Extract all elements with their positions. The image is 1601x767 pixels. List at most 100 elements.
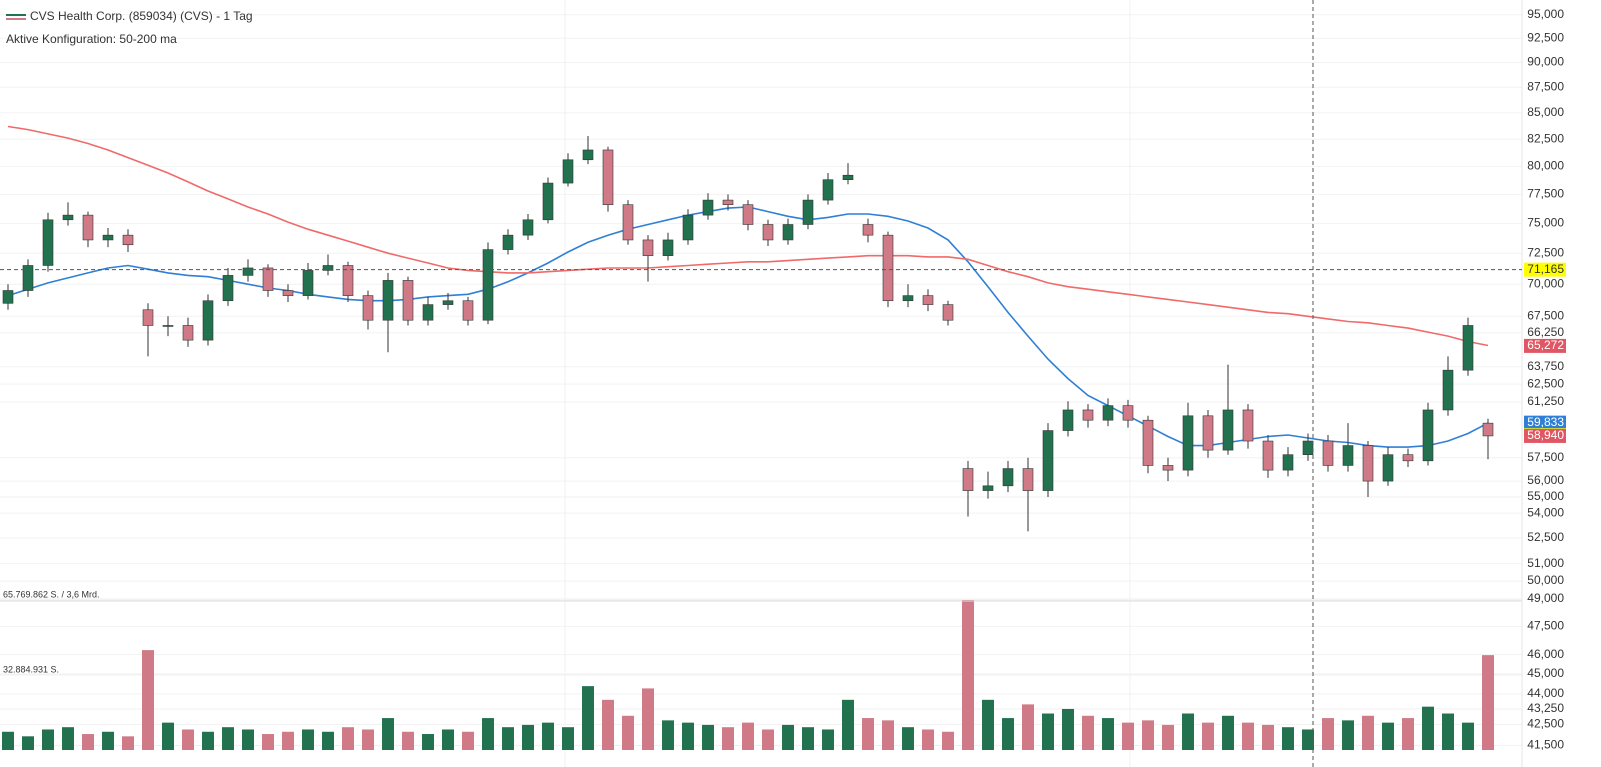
volume-bar: [1162, 724, 1174, 750]
candle-body: [1442, 369, 1454, 411]
candle-body: [962, 468, 974, 491]
y-axis: 95,000 92,500 90,000 87,500 85,000 82,500 80,0…: [1524, 7, 1566, 752]
candle-body: [142, 309, 154, 326]
volume-bar: [1242, 722, 1254, 750]
price-label: 71,165: [1527, 262, 1564, 276]
candle-body: [422, 304, 434, 321]
y-tick-label: 92,500: [1527, 30, 1564, 44]
volume-bar: [202, 731, 214, 750]
candle-body: [362, 295, 374, 321]
volume-bar: [182, 729, 194, 750]
volume-bar: [222, 727, 234, 750]
volume-bar: [302, 729, 314, 750]
volume-bar: [782, 724, 794, 750]
price-label-box: [1524, 262, 1566, 277]
volume-bar: [522, 724, 534, 750]
candle-body: [1062, 409, 1074, 431]
price-label-box: [1524, 415, 1566, 430]
y-tick-label: 41,500: [1527, 738, 1564, 752]
volume-bar: [622, 715, 634, 750]
volume-bar: [262, 734, 274, 750]
candle-body: [1262, 440, 1274, 471]
volume-bar: [662, 720, 674, 750]
chart-title: CVS Health Corp. (859034) (CVS) - 1 Tag: [30, 9, 253, 23]
volume-bar: [702, 724, 714, 750]
volume-bar: [542, 722, 554, 750]
candle-body: [1322, 440, 1334, 466]
y-tick-label: 95,000: [1527, 7, 1564, 21]
y-tick-label: 50,000: [1527, 573, 1564, 587]
y-tick-label: 51,000: [1527, 556, 1564, 570]
candles: [2, 136, 1494, 532]
candle-body: [1182, 415, 1194, 471]
volume-bar: [1382, 722, 1394, 750]
y-tick-label: 63,750: [1527, 359, 1564, 373]
volume-bar: [102, 731, 114, 750]
candle-body: [82, 214, 94, 241]
price-label: 59,833: [1527, 415, 1564, 429]
volume-bar: [842, 699, 854, 750]
volume-bar: [882, 720, 894, 750]
candle-body: [462, 300, 474, 321]
candle-body: [1162, 465, 1174, 471]
ma-line: [7, 125, 1489, 347]
volume-bar: [582, 686, 594, 750]
price-label-box: [1524, 338, 1566, 353]
volume-bar: [1402, 718, 1414, 750]
volume-bar: [742, 722, 754, 750]
candle-body: [1282, 454, 1294, 471]
volume-bar: [42, 729, 54, 750]
candle-body: [402, 280, 414, 321]
candle-body: [622, 204, 634, 241]
candle-body: [42, 219, 54, 266]
volume-bar: [982, 699, 994, 750]
volume-bar: [1222, 715, 1234, 750]
candle-body: [522, 219, 534, 236]
y-tick-label: 57,500: [1527, 450, 1564, 464]
candle-body: [1482, 422, 1494, 437]
volume-bar: [1122, 722, 1134, 750]
candle-body: [1382, 454, 1394, 482]
y-tick-label: 67,500: [1527, 308, 1564, 322]
candle-body: [102, 234, 114, 241]
candle-body: [902, 295, 914, 302]
volume-bar: [822, 729, 834, 750]
volume-bar: [282, 731, 294, 750]
y-tick-label: 54,000: [1527, 505, 1564, 519]
volume-bar: [1262, 724, 1274, 750]
volume-bar: [402, 731, 414, 750]
volume-bar: [562, 727, 574, 750]
volume-bar: [1142, 720, 1154, 750]
candle-body: [302, 270, 314, 296]
volume-bar: [602, 699, 614, 750]
volume-bar: [1422, 706, 1434, 750]
y-tick-label: 70,000: [1527, 276, 1564, 290]
candle-body: [682, 214, 694, 241]
volume-bar: [922, 729, 934, 750]
volume-bar: [82, 734, 94, 750]
y-tick-label: 44,000: [1527, 686, 1564, 700]
volume-bar: [762, 729, 774, 750]
volume-bar: [1282, 727, 1294, 750]
candle-body: [1462, 325, 1474, 371]
grid: [0, 14, 1522, 746]
candle-body: [1362, 445, 1374, 482]
candle-body: [822, 179, 834, 201]
candle-body: [922, 295, 934, 305]
candle-body: [642, 239, 654, 256]
y-tick-label: 61,250: [1527, 394, 1564, 408]
y-tick-label: 85,000: [1527, 105, 1564, 119]
volume-bar: [362, 729, 374, 750]
candle-body: [1002, 468, 1014, 487]
config-label: Aktive Konfiguration: 50-200 ma: [6, 32, 177, 46]
y-tick-label: 87,500: [1527, 79, 1564, 93]
candle-body: [602, 149, 614, 205]
y-tick-label: 56,000: [1527, 473, 1564, 487]
volume-bar: [482, 718, 494, 750]
y-tick-label: 47,500: [1527, 619, 1564, 633]
volume-bar: [1102, 718, 1114, 750]
volume-bar: [22, 736, 34, 750]
volume-tick-label: 32.884.931 S.: [3, 664, 59, 674]
volume-bar: [682, 722, 694, 750]
volume-bar: [1182, 713, 1194, 750]
